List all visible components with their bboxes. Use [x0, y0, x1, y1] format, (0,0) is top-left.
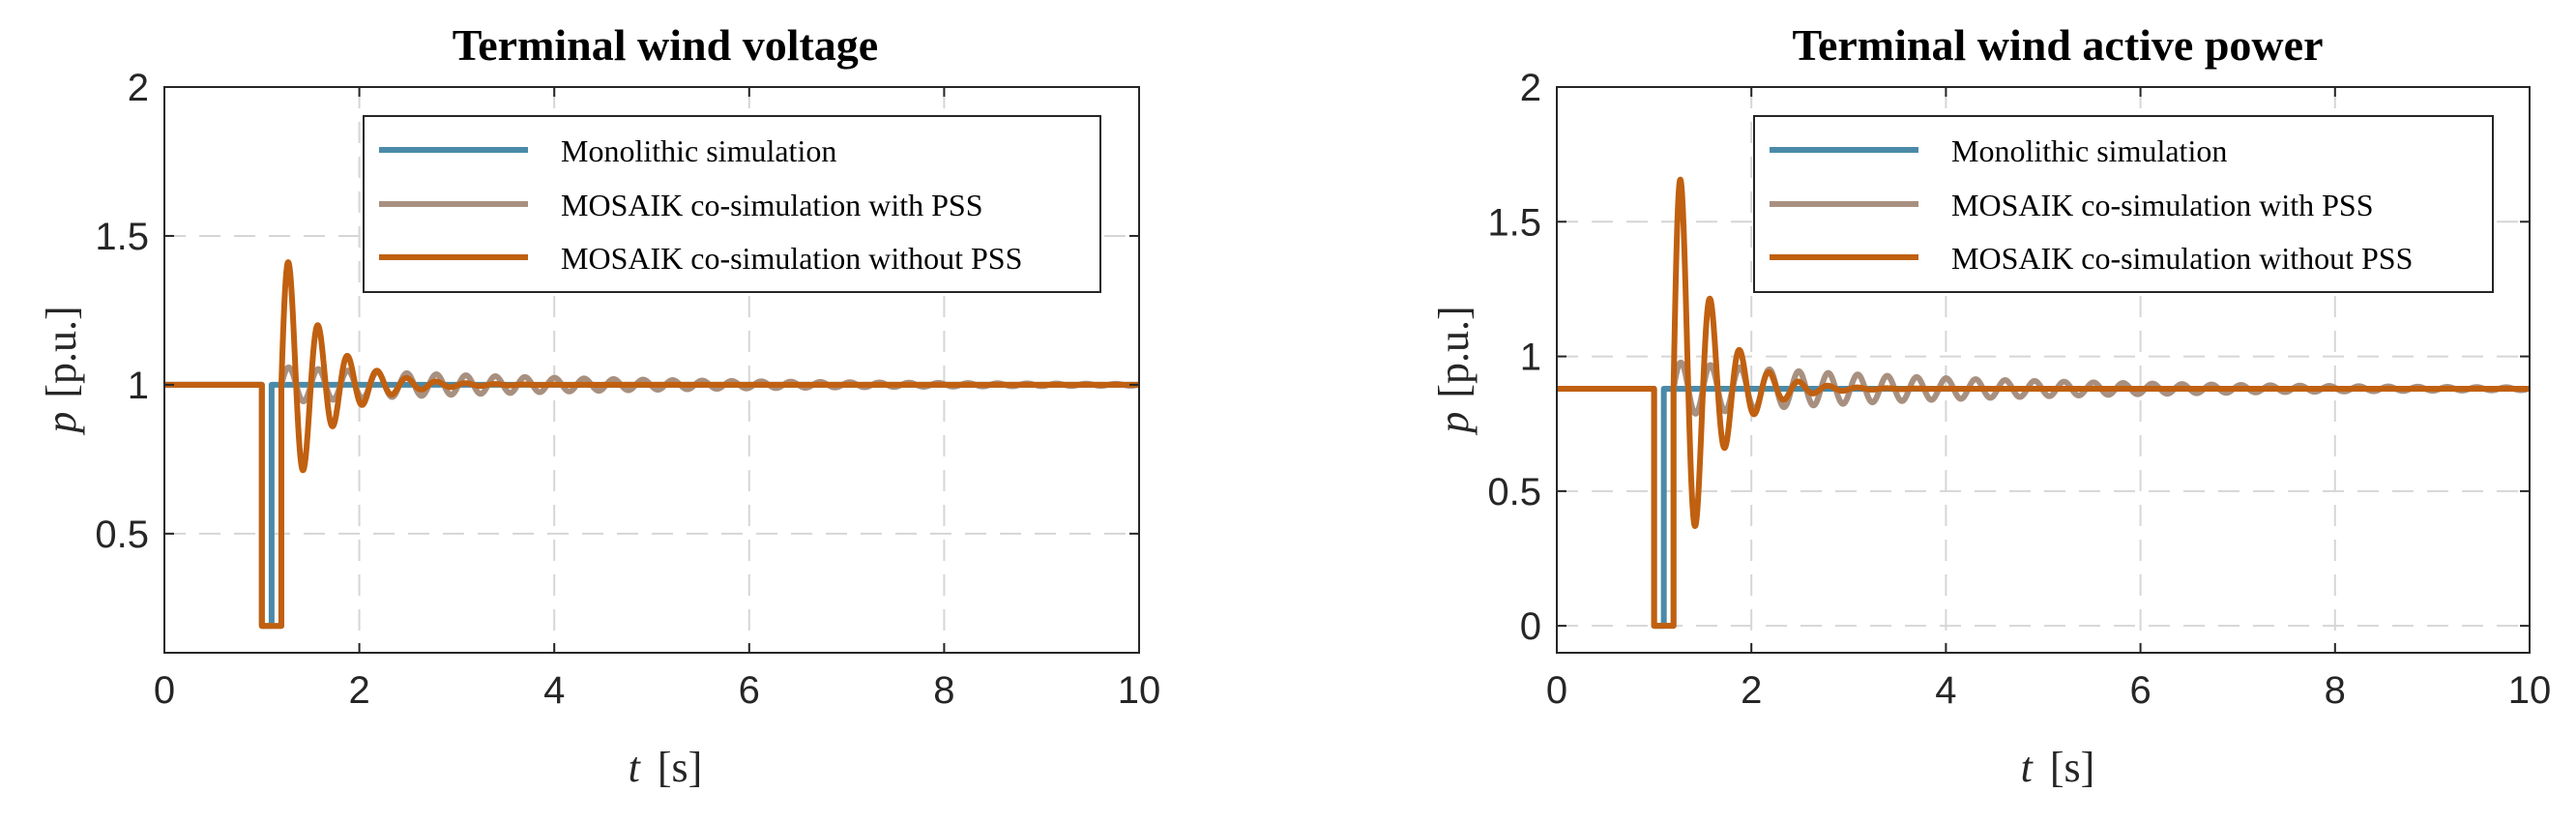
series-lines	[161, 259, 1142, 630]
y-tick-label: 2	[128, 67, 149, 109]
y-tick-label: 1	[128, 365, 149, 407]
y-tick-label: 0.5	[1487, 471, 1541, 514]
axis-ticks: 0 2 4 6 8 10 0 0.5 1 1.5 2	[1487, 67, 2551, 712]
series-line	[161, 259, 1142, 630]
series-line	[1554, 176, 2532, 630]
x-tick-label: 0	[1546, 669, 1567, 712]
x-tick-label: 2	[348, 669, 369, 712]
y-tick-label: 0	[1520, 605, 1541, 648]
chart-active-power: Terminal wind active power 0 2 4 6 8 10 0 0.5 1 1…	[1430, 20, 2551, 791]
y-axis-label: p[p.u.]	[1430, 306, 1478, 435]
legend-label: Monolithic simulation	[1951, 133, 2227, 168]
y-tick-label: 2	[1520, 67, 1541, 109]
x-tick-label: 2	[1741, 669, 1762, 712]
y-tick-label: 1.5	[95, 216, 149, 258]
y-tick-label: 0.5	[95, 514, 149, 556]
x-tick-label: 10	[1118, 669, 1161, 712]
legend-label: Monolithic simulation	[561, 133, 836, 168]
legend-label: MOSAIK co-simulation without PSS	[1951, 241, 2413, 276]
y-axis-label: p[p.u.]	[38, 306, 85, 435]
y-tick-label: 1.5	[1487, 201, 1541, 244]
x-tick-label: 6	[2129, 669, 2151, 712]
legend-label: MOSAIK co-simulation with PSS	[561, 188, 982, 222]
chart-voltage: Terminal wind voltage 0 2 4 6 8 10 0.5 1 1.5 2 t[…	[38, 20, 1160, 791]
chart-title: Terminal wind voltage	[453, 20, 878, 70]
series-lines	[1554, 176, 2532, 630]
axis-ticks: 0 2 4 6 8 10 0.5 1 1.5 2	[95, 67, 1160, 712]
legend-label: MOSAIK co-simulation without PSS	[561, 241, 1022, 276]
plot-frame	[1556, 86, 2531, 654]
x-tick-label: 6	[739, 669, 760, 712]
x-tick-label: 8	[2325, 669, 2346, 712]
x-axis-label: t [s]	[629, 744, 703, 791]
legend-label: MOSAIK co-simulation with PSS	[1951, 188, 2373, 222]
chart-title: Terminal wind active power	[1793, 20, 2324, 70]
x-tick-label: 0	[154, 669, 175, 712]
x-tick-label: 4	[543, 669, 565, 712]
x-tick-label: 10	[2508, 669, 2552, 712]
legend: Monolithic simulation MOSAIK co-simulati…	[1753, 115, 2494, 293]
x-tick-label: 8	[933, 669, 954, 712]
x-tick-label: 4	[1935, 669, 1956, 712]
x-axis-label: t [s]	[2021, 744, 2095, 791]
legend: Monolithic simulation MOSAIK co-simulati…	[363, 115, 1101, 293]
y-tick-label: 1	[1520, 337, 1541, 379]
plot-frame	[163, 86, 1140, 654]
